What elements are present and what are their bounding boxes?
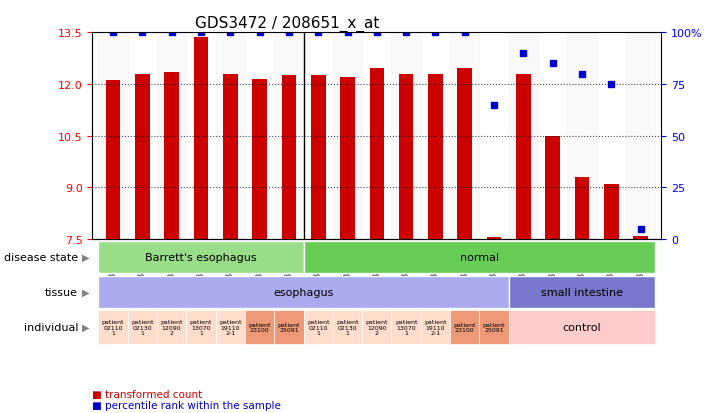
Bar [457,69,472,240]
Text: patient
12090
2: patient 12090 2 [161,319,183,336]
Bar [223,74,237,240]
FancyBboxPatch shape [509,276,656,308]
Text: patient
02110
1: patient 02110 1 [307,319,329,336]
Text: patient
13070
1: patient 13070 1 [190,319,212,336]
Text: individual: individual [23,322,78,332]
Text: patient
23100: patient 23100 [248,322,271,333]
Bar [106,81,120,240]
Bar [274,33,304,240]
Text: ■ transformed count: ■ transformed count [92,389,203,399]
FancyBboxPatch shape [333,311,362,344]
Text: tissue: tissue [46,287,78,297]
Text: control: control [562,322,602,332]
FancyBboxPatch shape [98,311,127,344]
Text: patient
25091: patient 25091 [277,322,300,333]
Text: ▶: ▶ [82,322,90,332]
Bar [215,33,245,240]
Bar [487,238,501,240]
FancyBboxPatch shape [304,241,656,273]
Text: patient
25091: patient 25091 [483,322,506,333]
Bar [333,33,362,240]
Text: patient
13070
1: patient 13070 1 [395,319,417,336]
Bar [567,33,597,240]
FancyBboxPatch shape [98,276,509,308]
Bar [193,38,208,240]
Bar [399,74,414,240]
Bar [428,74,443,240]
Bar [340,78,355,240]
FancyBboxPatch shape [392,311,421,344]
FancyBboxPatch shape [127,311,157,344]
Bar [164,73,179,240]
FancyBboxPatch shape [245,311,274,344]
FancyBboxPatch shape [509,311,656,344]
Text: patient
02130
1: patient 02130 1 [131,319,154,336]
Bar [135,74,149,240]
Text: patient
02110
1: patient 02110 1 [102,319,124,336]
Text: ■ percentile rank within the sample: ■ percentile rank within the sample [92,400,282,410]
FancyBboxPatch shape [304,311,333,344]
FancyBboxPatch shape [98,241,304,273]
Bar [604,185,619,240]
Text: patient
23100: patient 23100 [454,322,476,333]
Text: small intestine: small intestine [541,287,623,297]
Bar [370,69,384,240]
Text: patient
02130
1: patient 02130 1 [336,319,359,336]
Text: Barrett's esophagus: Barrett's esophagus [145,252,257,262]
Text: esophagus: esophagus [273,287,333,297]
FancyBboxPatch shape [274,311,304,344]
Bar [282,76,296,240]
Bar [626,33,656,240]
Bar [450,33,479,240]
Text: ▶: ▶ [82,287,90,297]
FancyBboxPatch shape [421,311,450,344]
Bar [252,79,267,240]
Bar [574,178,589,240]
FancyBboxPatch shape [186,311,215,344]
Bar [545,136,560,240]
Text: patient
12090
2: patient 12090 2 [365,319,388,336]
Text: disease state: disease state [4,252,78,262]
FancyBboxPatch shape [157,311,186,344]
Bar [98,33,127,240]
FancyBboxPatch shape [450,311,479,344]
Text: normal: normal [460,252,499,262]
Text: GDS3472 / 208651_x_at: GDS3472 / 208651_x_at [195,16,379,32]
FancyBboxPatch shape [479,311,509,344]
Bar [157,33,186,240]
FancyBboxPatch shape [215,311,245,344]
Bar [516,74,530,240]
FancyBboxPatch shape [362,311,392,344]
Bar [509,33,538,240]
Bar [392,33,421,240]
Text: ▶: ▶ [82,252,90,262]
Text: patient
19110
2-1: patient 19110 2-1 [219,319,242,336]
Bar [311,76,326,240]
Bar [634,236,648,240]
Text: patient
19110
2-1: patient 19110 2-1 [424,319,447,336]
